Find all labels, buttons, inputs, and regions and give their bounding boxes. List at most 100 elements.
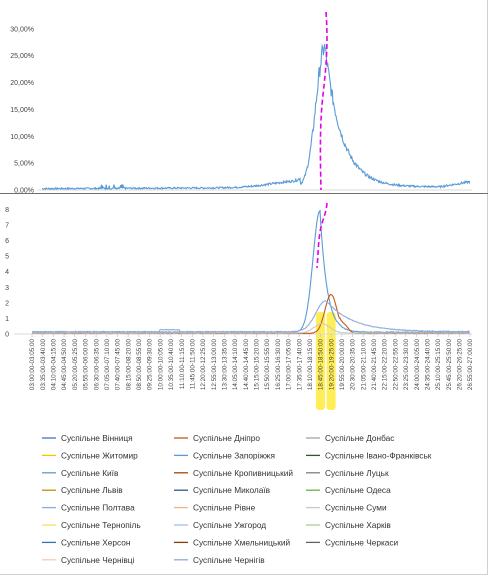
x-tick-label: 24:00:00-24:05:00 [414,339,421,391]
x-label-highlights [315,312,336,410]
x-tick-label: 09:25:00-09:30:00 [147,339,154,391]
legend-label: Суспільне Херсон [61,537,130,547]
x-tick-label: 04:10:00-04:15:00 [51,339,58,391]
x-tick-label: 26:55:00-27:00:00 [467,339,474,391]
x-tick-label: 23:25:00-23:30:00 [403,339,410,391]
top-chart: 0,00% 5,00% 10,00% 15,00% 20,00% 25,00% 30,00% [10,11,472,195]
top-y-tick-label: 5,00% [14,161,34,168]
x-tick-label: 07:05:00-07:10:00 [104,339,111,391]
legend-label: Суспільне Полтава [61,503,135,513]
series-line-sumy [31,323,470,334]
legend-label: Суспільне Донбас [325,433,394,443]
x-tick-label: 14:40:00-14:45:00 [243,339,250,391]
x-tick-label: 25:10:00-25:15:00 [435,339,442,391]
x-tick-label: 26:20:00-26:25:00 [457,339,464,391]
x-tick-label: 17:35:00-17:40:00 [296,339,303,391]
x-tick-label: 06:30:00-06:35:00 [93,339,100,391]
top-series-line [41,43,471,191]
bottom-y-tick-label: 5 [5,254,9,261]
x-tick-label: 18:45:00-18:50:00 [318,339,325,391]
x-tick-label: 04:45:00-04:50:00 [61,339,68,391]
legend-label: Суспільне Київ [61,468,119,478]
legend-label: Суспільне Харків [325,520,391,530]
x-tick-label: 07:40:00-07:45:00 [115,339,122,391]
x-tick-label: 17:00:00-17:05:00 [286,339,293,391]
legend-label: Суспільне Дніпро [193,433,260,443]
bottom-highlight-dash-line [316,202,328,269]
x-tick-label: 24:35:00-24:40:00 [424,339,431,391]
top-y-tick-label: 25,00% [10,53,34,60]
legend-label: Суспільне Ужгород [193,520,266,530]
legend-label: Суспільне Запоріжжя [193,450,275,460]
x-tick-label: 25:45:00-25:50:00 [446,339,453,391]
series-line-kyiv [31,209,470,334]
bottom-chart: 0 1 2 3 4 5 6 7 8 03:00:00-03:05:00 03:35:00-03:4… [5,202,474,410]
top-y-tick-label: 30,00% [10,26,34,33]
x-tick-label: 14:05:00-14:10:00 [232,339,239,391]
top-y-tick-label: 15,00% [10,107,34,114]
x-tick-label: 11:10:00-11:15:00 [179,339,186,390]
legend-label: Суспільне Івано-Франківськ [325,450,432,460]
bottom-series-lines [31,209,470,335]
x-tick-label: 12:20:00-12:25:00 [200,339,207,391]
x-tick-label: 19:55:00-20:00:00 [339,339,346,391]
legend-label: Суспільне Чернігів [193,555,265,565]
x-tick-label: 12:55:00-13:00:00 [211,339,218,391]
bottom-y-tick-label: 6 [5,238,9,245]
legend-label: Суспільне Кропивницький [193,468,293,478]
x-tick-label: 22:15:00-22:20:00 [382,339,389,391]
x-tick-label: 10:00:00-10:05:00 [157,339,164,391]
x-tick-label: 18:10:00-18:15:00 [307,339,314,391]
top-highlight-dash-line [319,11,328,191]
bottom-y-tick-label: 3 [5,285,9,292]
series-line-poltava [31,300,470,333]
legend-label: Суспільне Тернопіль [61,520,141,530]
legend-label: Суспільне Черкаси [325,537,399,547]
legend-label: Суспільне Чернівці [61,555,135,565]
x-tick-label: 10:35:00-10:40:00 [168,339,175,391]
bottom-y-tick-label: 2 [5,300,9,307]
x-tick-label: 16:25:00-16:30:00 [275,339,282,391]
legend-label: Суспільне Житомир [61,450,138,460]
bottom-y-tick-label: 0 [5,332,9,339]
legend-label: Суспільне Рівне [193,503,256,513]
x-tick-label: 19:20:00-19:25:00 [328,339,335,391]
bottom-y-tick-label: 1 [5,316,9,323]
x-tick-label: 08:15:00-08:20:00 [125,339,132,391]
bottom-y-axis: 0 1 2 3 4 5 6 7 8 [5,207,9,339]
top-y-tick-label: 0,00% [14,188,34,195]
x-tick-label: 21:40:00-21:45:00 [371,339,378,391]
legend-label: Суспільне Львів [61,485,123,495]
bottom-y-tick-label: 7 [5,222,9,229]
legend-label: Суспільне Луцьк [325,468,389,478]
x-tick-label: 13:30:00-13:35:00 [221,339,228,391]
legend: Суспільне Вінниця Суспільне Дніпро Суспіль… [42,433,432,565]
x-label-highlight [315,312,325,410]
x-tick-label: 15:15:00-15:20:00 [254,339,261,391]
series-line-dnipro [31,293,470,335]
x-tick-label: 05:20:00-05:25:00 [72,339,79,391]
x-tick-label: 20:30:00-20:35:00 [350,339,357,391]
x-tick-label: 08:50:00-08:55:00 [136,339,143,391]
bottom-y-tick-label: 4 [5,269,9,276]
bottom-x-axis: 03:00:00-03:05:00 03:35:00-03:40:00 04:10:… [29,334,474,390]
legend-label: Суспільне Одеса [325,485,391,495]
x-label-highlight [326,312,336,410]
x-tick-label: 05:55:00-06:00:00 [83,339,90,391]
top-y-axis: 0,00% 5,00% 10,00% 15,00% 20,00% 25,00% 30,00% [10,26,34,194]
legend-label: Суспільне Миколаїв [193,485,271,495]
x-tick-label: 21:05:00-21:10:00 [360,339,367,391]
x-tick-label: 11:45:00-11:50:00 [189,339,196,390]
legend-label: Суспільне Хмельницький [193,537,290,547]
top-y-tick-label: 20,00% [10,80,34,87]
legend-label: Суспільне Суми [325,503,387,513]
bottom-y-tick-label: 8 [5,207,9,214]
top-y-tick-label: 10,00% [10,134,34,141]
x-tick-label: 03:35:00-03:40:00 [40,339,47,391]
x-tick-label: 22:50:00-22:55:00 [392,339,399,391]
x-tick-label: 15:50:00-15:55:00 [264,339,271,391]
legend-label: Суспільне Вінниця [61,433,133,443]
x-tick-label: 03:00:00-03:05:00 [29,339,36,391]
